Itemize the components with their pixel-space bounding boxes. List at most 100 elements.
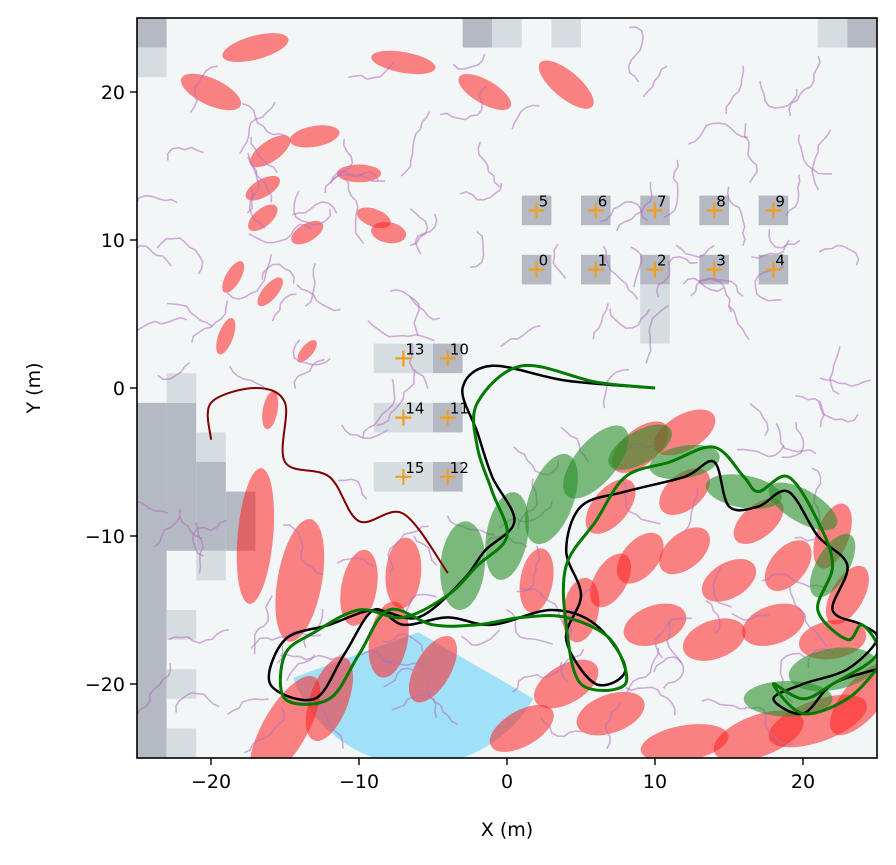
particle-cov-ellipse [297, 340, 317, 362]
particle-trail [759, 80, 798, 109]
particle-trail [682, 277, 724, 293]
particle-trail [227, 697, 269, 715]
particle-trail [626, 647, 660, 694]
particle-trail [168, 628, 230, 644]
landmark-marker [647, 261, 663, 278]
landmark-label: 8 [716, 192, 726, 210]
landmark-marker [765, 261, 782, 278]
occupancy-cell [640, 284, 670, 314]
particle-cov-ellipse [289, 125, 340, 148]
particle-trail [690, 277, 733, 313]
particle-trail [383, 667, 415, 688]
particle-trail [336, 557, 375, 568]
particle-trail [540, 716, 583, 738]
particle-trail [568, 588, 594, 637]
occupancy-cell [166, 610, 197, 640]
particle-cov-ellipse [653, 409, 716, 456]
occupancy-cell [137, 402, 167, 758]
particle-trail [675, 244, 715, 259]
particle-trail [829, 346, 841, 395]
particle-trail [818, 401, 859, 423]
particle-trail [137, 316, 187, 331]
y-tick-label: 10 [101, 230, 125, 252]
landmark-label: 0 [539, 252, 549, 270]
occupancy-cell [492, 18, 522, 48]
landmark-marker [395, 350, 412, 367]
particle-trail [195, 522, 204, 574]
particle-trail [781, 422, 805, 459]
particle-cov-ellipse [248, 204, 278, 232]
particle-trail [412, 535, 438, 566]
particle-trail [137, 244, 173, 267]
particle-trail [477, 141, 501, 188]
particle-cov-ellipse [222, 261, 245, 293]
particle-trail [286, 654, 316, 681]
particle-trails [137, 26, 871, 754]
particle-trail [137, 663, 172, 716]
particle-trail [367, 319, 435, 342]
particle-trail [602, 368, 630, 409]
particle-trail [391, 694, 438, 718]
landmark-label: 15 [405, 459, 424, 477]
landmark-marker [587, 202, 604, 219]
particle-trail [439, 85, 487, 121]
landmark-label: 2 [657, 252, 667, 270]
particle-trail [360, 649, 396, 666]
particle-trail [599, 201, 649, 223]
landmark-marker [706, 202, 723, 219]
particle-trail [511, 661, 563, 693]
particle-trail [725, 65, 745, 114]
x-tick-label: −20 [191, 771, 231, 793]
particle-trail [329, 173, 386, 184]
particle-trail [642, 65, 668, 98]
landmark-marker [439, 350, 456, 367]
particle-trail [191, 300, 229, 343]
particle-trail [376, 370, 416, 427]
particle-trail [381, 632, 424, 652]
landmark-label: 5 [539, 192, 549, 210]
particle-trail [784, 174, 801, 217]
particle-trail [166, 146, 204, 161]
particle-cov-ellipse [458, 73, 512, 111]
odometry-path [206, 386, 449, 574]
particle-cov-ellipse [275, 519, 325, 642]
x-tick-label: 0 [501, 771, 513, 793]
particle-trail [242, 102, 287, 137]
particle-trail [228, 365, 269, 392]
particle-trail [154, 517, 181, 548]
y-tick-label: −10 [85, 526, 125, 548]
landmark-marker [395, 409, 412, 426]
particle-trail [332, 138, 354, 181]
y-tick-label: −20 [85, 674, 125, 696]
occupancy-cell [166, 728, 197, 758]
particle-trail [726, 186, 746, 246]
estimate-cov-ellipse [608, 424, 673, 470]
particle-trail [304, 263, 317, 307]
particle-trail [239, 101, 276, 154]
particle-trail [405, 593, 437, 612]
particle-trail [511, 104, 540, 130]
particle-trail [324, 170, 379, 194]
particle-trail [461, 629, 501, 646]
estimate-cov-ellipse [440, 521, 486, 610]
y-tick-label: 0 [113, 378, 125, 400]
particle-trail [645, 305, 669, 364]
occupancy-cell [196, 462, 226, 551]
particle-trail [683, 488, 699, 533]
particle-cov-ellipse [489, 704, 554, 752]
x-tick-label: −10 [339, 771, 379, 793]
particle-trail [261, 263, 295, 284]
particle-trail [408, 342, 429, 389]
particle-trail [293, 358, 325, 389]
particle-trail [797, 134, 832, 175]
particle-trail [654, 617, 692, 659]
particle-trail [602, 245, 639, 300]
landmark-marker [395, 468, 412, 485]
particle-cov-ellipse [236, 468, 275, 604]
particle-trail [705, 600, 721, 634]
landmark-label: 3 [716, 252, 726, 270]
landmark-marker [587, 261, 604, 278]
estimate-cov-ellipse [768, 482, 838, 531]
occupancy-cell [166, 402, 197, 551]
